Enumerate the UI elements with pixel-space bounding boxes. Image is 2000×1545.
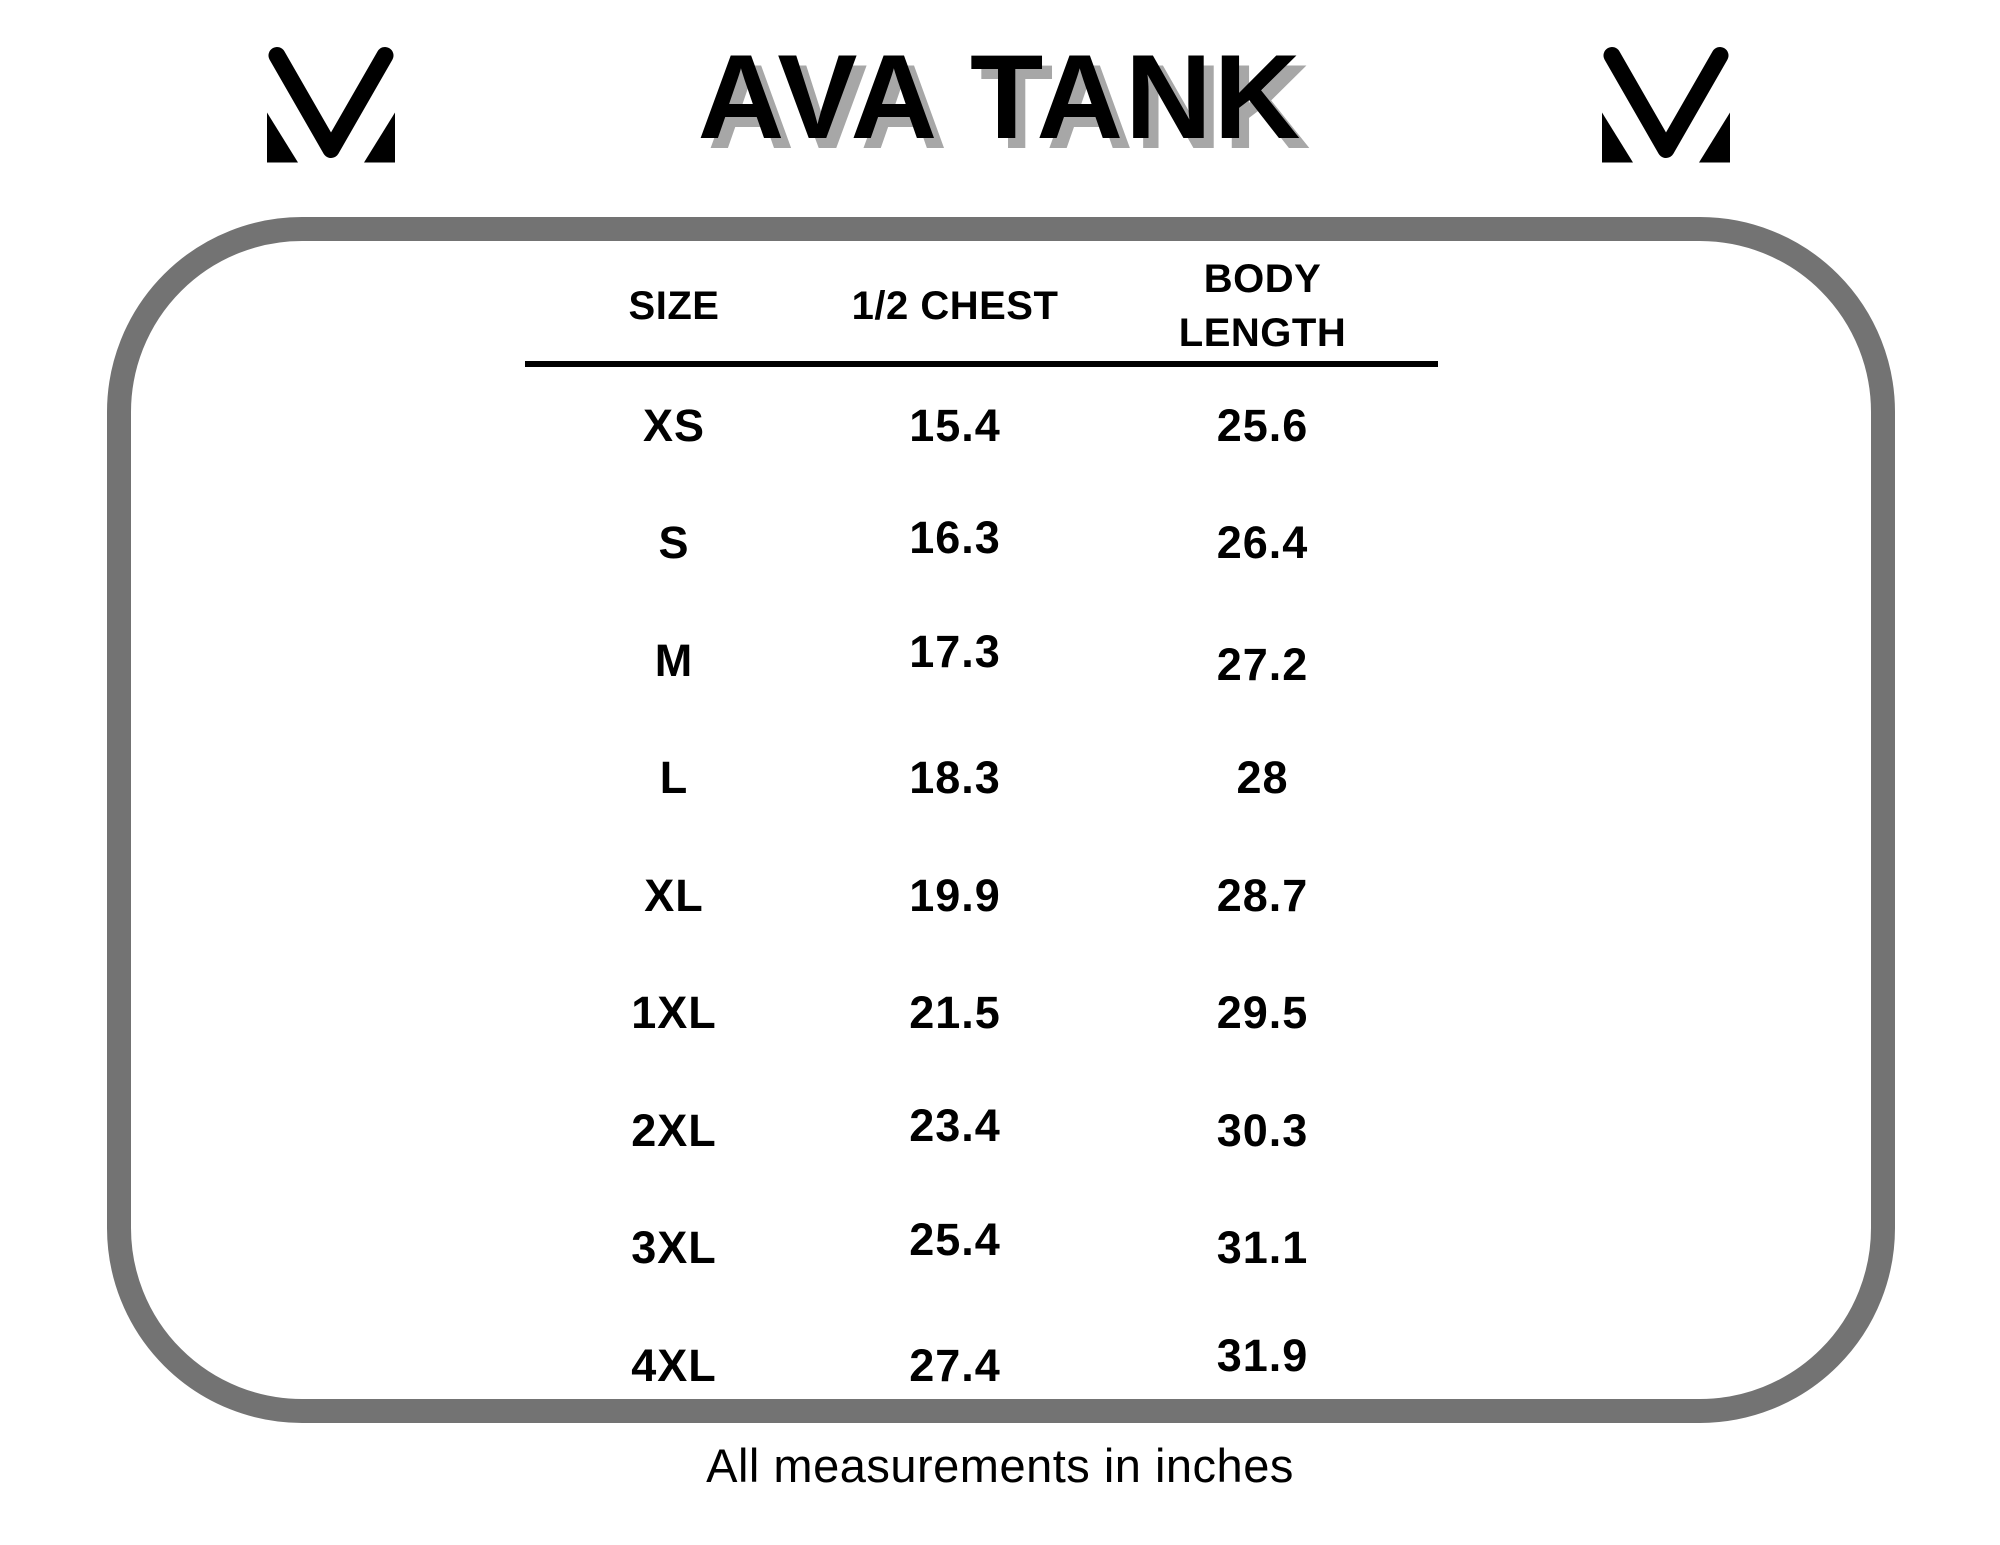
cell-l-half-chest: 18.3 [909,752,1001,804]
cell-3xl-size: 3XL [631,1222,717,1274]
cell-s-body-length: 26.4 [1216,517,1309,569]
cell-4xl-body-length: 31.9 [1216,1329,1309,1381]
cell-l-body-length: 28 [1236,752,1289,804]
column-header-body-length: BODY LENGTH [1178,257,1347,355]
measurements-note: All measurements in inches [706,1439,1294,1492]
cell-xl-body-length: 28.7 [1216,869,1309,921]
cell-1xl-body-length: 29.5 [1216,987,1309,1039]
cell-s-size: S [658,517,690,569]
column-header-half-chest: 1/2 CHEST [851,284,1059,328]
cell-m-half-chest: 17.3 [909,625,1001,677]
cell-4xl-size: 4XL [631,1339,717,1391]
header-divider-line [525,361,1438,367]
cell-3xl-body-length: 31.1 [1216,1222,1309,1274]
chart-frame-border [107,217,1895,1423]
cell-1xl-size: 1XL [631,987,717,1039]
mv-monogram-icon [1602,47,1730,163]
cell-xl-half-chest: 19.9 [909,869,1001,921]
cell-2xl-body-length: 30.3 [1216,1104,1309,1156]
cell-m-size: M [654,634,694,686]
cell-xl-size: XL [644,869,704,921]
cell-3xl-half-chest: 25.4 [909,1214,1001,1266]
column-header-size: SIZE [628,284,720,328]
cell-l-size: L [659,752,689,804]
cell-2xl-size: 2XL [631,1104,717,1156]
cell-2xl-half-chest: 23.4 [909,1099,1001,1151]
cell-xs-size: XS [642,399,706,451]
cell-m-body-length: 27.2 [1216,638,1309,690]
page-title: AVA TANK [697,30,1303,164]
cell-1xl-half-chest: 21.5 [909,987,1001,1039]
cell-xs-body-length: 25.6 [1216,399,1309,451]
cell-4xl-half-chest: 27.4 [909,1339,1001,1391]
cell-s-half-chest: 16.3 [909,512,1001,564]
mv-monogram-icon [267,47,395,163]
table-header-row: SIZE 1/2 CHEST BODY LENGTH [525,248,1438,364]
table-body: XS 15.4 25.6 S 16.3 26.4 M 17.3 27.2 L 1… [525,367,1438,1425]
cell-xs-half-chest: 15.4 [909,399,1001,451]
